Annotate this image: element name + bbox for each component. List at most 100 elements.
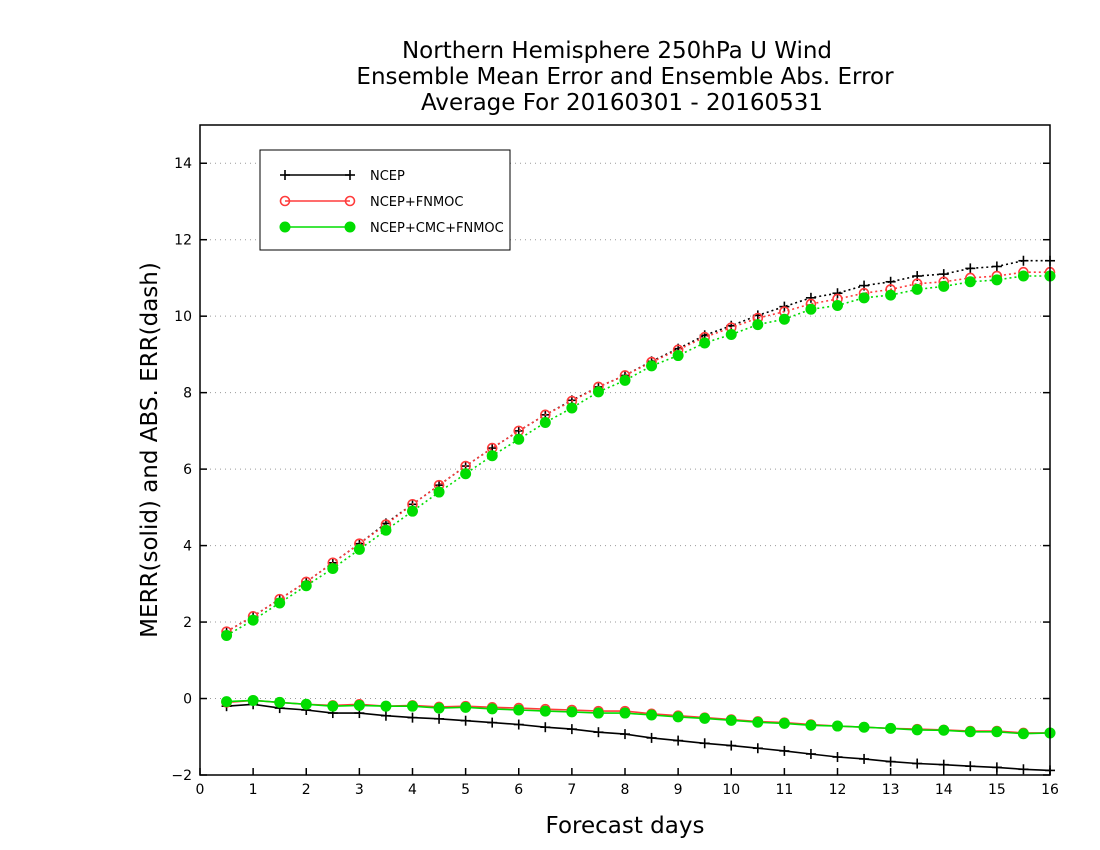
- abs-err-point: [858, 292, 870, 304]
- merr-point: [778, 717, 790, 729]
- merr-point: [221, 696, 233, 708]
- x-tick-label: 8: [621, 782, 630, 798]
- legend-marker: [280, 170, 290, 180]
- merr-point: [991, 726, 1003, 738]
- merr-point: [487, 717, 498, 728]
- abs-err-point: [699, 337, 711, 349]
- merr-point: [779, 745, 790, 756]
- abs-err-line: [226, 259, 1050, 633]
- title-line-2: Ensemble Mean Error and Ensemble Abs. Er…: [356, 64, 894, 90]
- merr-point: [859, 753, 870, 764]
- merr-point: [274, 696, 286, 708]
- chart-title: Northern Hemisphere 250hPa U Wind Ensemb…: [356, 38, 894, 116]
- merr-point: [327, 700, 339, 712]
- abs-err-point: [832, 299, 843, 311]
- x-tick-label: 11: [775, 782, 793, 798]
- merr-point: [752, 743, 763, 754]
- abs-err-point: [380, 524, 392, 536]
- abs-err-line: [226, 275, 1050, 637]
- x-tick-label: 4: [408, 782, 417, 798]
- abs-err-point: [300, 580, 312, 592]
- merr-point: [433, 702, 445, 714]
- x-tick-label: 12: [829, 782, 847, 798]
- y-tick-label: 8: [183, 386, 192, 402]
- abs-err-point: [353, 543, 365, 555]
- merr-point: [646, 732, 657, 743]
- x-tick-label: 13: [882, 782, 900, 798]
- abs-err-point: [805, 292, 816, 303]
- legend: NCEP NCEP+FNMOC NCEP+CMC+FNMOC: [259, 149, 511, 251]
- y-tick-label: 2: [183, 615, 192, 631]
- merr-point: [805, 719, 817, 731]
- abs-err-point: [991, 274, 1003, 286]
- merr-point: [752, 716, 764, 728]
- legend-marker: [345, 170, 355, 180]
- merr-point: [380, 710, 391, 721]
- merr-point: [434, 713, 445, 724]
- abs-err-point: [965, 263, 976, 274]
- x-tick-label: 10: [722, 782, 740, 798]
- abs-err-line: [226, 271, 1050, 633]
- y-tick-label: 4: [183, 539, 192, 555]
- series-ncep-cmc-fnmoc: [221, 270, 1056, 740]
- legend-marker: [344, 221, 356, 233]
- merr-point: [380, 700, 392, 712]
- grid-lines: [200, 162, 1050, 700]
- merr-point: [513, 719, 524, 730]
- merr-point: [805, 748, 816, 759]
- merr-point: [407, 700, 418, 712]
- merr-point: [965, 761, 976, 772]
- abs-err-point: [592, 386, 604, 398]
- merr-point: [885, 722, 897, 734]
- merr-point: [726, 740, 737, 751]
- y-tick-label: −2: [171, 768, 192, 784]
- y-tick-label: 14: [174, 156, 192, 172]
- x-tick-label: 9: [674, 782, 683, 798]
- x-tick-label: 3: [355, 782, 364, 798]
- y-tick-label: 0: [183, 692, 192, 708]
- legend-label: NCEP+FNMOC: [370, 195, 463, 210]
- abs-err-point: [513, 433, 525, 445]
- abs-err-point: [672, 350, 684, 362]
- y-tick-label: 10: [174, 309, 192, 325]
- abs-err-point: [566, 402, 578, 414]
- legend-item: NCEP: [280, 169, 405, 184]
- merr-point: [699, 738, 710, 749]
- x-tick-label: 6: [514, 782, 523, 798]
- x-tick-label: 1: [249, 782, 258, 798]
- x-tick-label: 7: [567, 782, 576, 798]
- series-layer: [221, 255, 1056, 776]
- abs-err-point: [274, 597, 286, 609]
- merr-point: [566, 706, 578, 718]
- legend-marker: [344, 195, 356, 207]
- merr-point: [912, 758, 923, 769]
- abs-err-point: [247, 614, 259, 626]
- merr-point: [885, 756, 896, 767]
- legend-label: NCEP: [370, 169, 405, 184]
- merr-point: [540, 722, 551, 733]
- legend-item: NCEP+CMC+FNMOC: [279, 221, 504, 236]
- abs-err-point: [407, 505, 418, 517]
- title-line-1: Northern Hemisphere 250hPa U Wind: [402, 38, 832, 64]
- merr-point: [1017, 728, 1029, 740]
- merr-point: [673, 735, 684, 746]
- merr-point: [938, 724, 950, 736]
- merr-point: [407, 712, 418, 723]
- merr-point: [353, 699, 365, 711]
- merr-point: [592, 707, 604, 719]
- merr-point: [725, 714, 737, 726]
- abs-err-point: [1017, 270, 1029, 282]
- abs-err-point: [832, 288, 843, 299]
- merr-point: [858, 721, 870, 733]
- y-tick-label: 12: [174, 233, 192, 249]
- legend-marker: [279, 221, 291, 233]
- merr-point: [247, 694, 259, 706]
- merr-point: [593, 727, 604, 738]
- x-tick-label: 5: [461, 782, 470, 798]
- x-axis-label: Forecast days: [546, 813, 705, 839]
- abs-err-point: [991, 261, 1002, 272]
- merr-point: [513, 704, 525, 716]
- x-tick-label: 16: [1041, 782, 1059, 798]
